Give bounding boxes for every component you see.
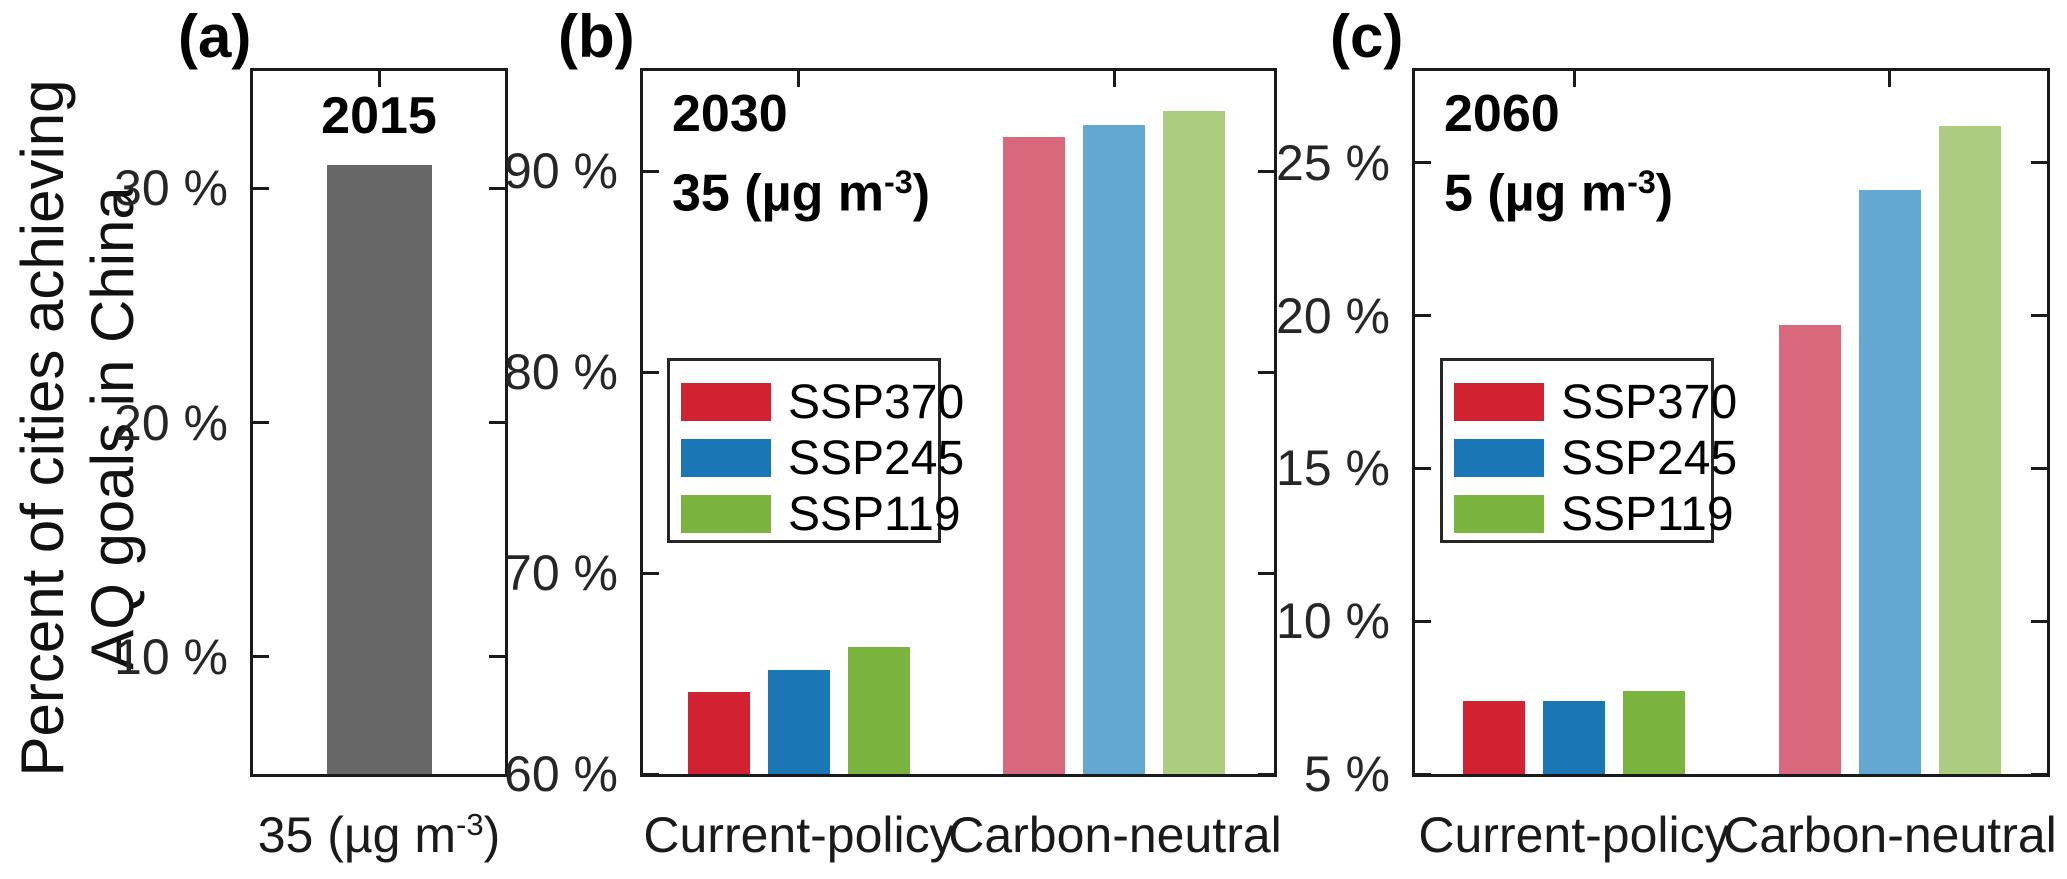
panel-c-annotation: 2060 5 (µg m-3) xyxy=(1444,80,1673,228)
tick-mark xyxy=(1258,571,1274,575)
legend-label-ssp245: SSP245 xyxy=(788,431,965,485)
tick-mark xyxy=(643,772,659,776)
legend-label-ssp245: SSP245 xyxy=(1561,431,1738,485)
y-tick-label: 20 % xyxy=(1276,287,1390,344)
legend-swatch-ssp119 xyxy=(1454,495,1544,533)
y-tick-label: 25 % xyxy=(1276,134,1390,191)
panel-c-annotation-year: 2060 xyxy=(1444,85,1560,143)
bar-SSP119-Carbon-neutral xyxy=(1163,111,1226,774)
panel-b-plot xyxy=(640,68,1277,777)
tick-mark xyxy=(643,169,659,173)
tick-mark xyxy=(1415,772,1431,776)
legend-label-ssp370: SSP370 xyxy=(1561,375,1738,429)
tick-mark xyxy=(2031,772,2047,776)
tick-mark xyxy=(1415,619,1431,623)
y-tick-label: 90 % xyxy=(504,143,618,200)
legend-row: SSP370 xyxy=(681,374,964,430)
tick-mark xyxy=(1415,314,1431,318)
bar-SSP370-Carbon-neutral xyxy=(1778,324,1841,774)
bar-SSP245-Current-policy xyxy=(767,669,830,774)
panel-b-annotation: 2030 35 (µg m-3) xyxy=(672,80,930,228)
tick-mark xyxy=(1415,466,1431,470)
panel-a-x-label: 35 (µg m-3) xyxy=(257,806,501,863)
bar-SSP245-Carbon-neutral xyxy=(1858,190,1921,774)
tick-mark xyxy=(1112,71,1116,87)
tick-mark xyxy=(797,71,801,87)
tick-mark xyxy=(253,655,269,659)
panel-a-year-label: 2015 xyxy=(321,87,437,145)
panel-b-label: (b) xyxy=(558,3,635,70)
panel-b-annotation-year: 2030 xyxy=(672,85,788,143)
legend-swatch-ssp370 xyxy=(1454,383,1544,421)
legend-panel-c: SSP370 SSP245 SSP119 xyxy=(1440,358,1737,543)
y-tick-label: 30 % xyxy=(114,160,228,217)
legend-swatch-ssp370 xyxy=(681,383,771,421)
tick-mark xyxy=(253,421,269,424)
y-tick-label: 15 % xyxy=(1276,440,1390,497)
bar-SSP119-Current-policy xyxy=(847,647,910,774)
legend-row: SSP370 xyxy=(1454,374,1737,430)
tick-mark xyxy=(2031,619,2047,623)
bar-SSP370-Carbon-neutral xyxy=(1003,137,1066,774)
panel-a-plot xyxy=(250,68,508,777)
bar-2015-35 (µg m⁻³) xyxy=(326,164,432,774)
tick-mark xyxy=(377,71,381,87)
panel-c-category-label-carbon-neutral: Carbon-neutral xyxy=(1723,807,2057,863)
tick-mark xyxy=(2031,466,2047,470)
legend-row: SSP119 xyxy=(681,486,961,542)
legend-row: SSP245 xyxy=(1454,430,1737,486)
y-tick-label: 10 % xyxy=(1276,593,1390,650)
bar-SSP245-Current-policy xyxy=(1543,700,1605,774)
tick-mark xyxy=(1258,370,1274,374)
tick-mark xyxy=(643,571,659,575)
bar-SSP370-Current-policy xyxy=(1463,700,1525,774)
legend-label-ssp119: SSP119 xyxy=(788,487,961,541)
panel-b-annotation-threshold: 35 (µg m-3) xyxy=(672,164,931,223)
panel-c-label: (c) xyxy=(1330,3,1404,70)
panel-b-category-label-current-policy: Current-policy xyxy=(643,807,955,863)
y-tick-label: 10 % xyxy=(114,628,228,685)
panel-a-label: (a) xyxy=(178,3,252,70)
tick-mark xyxy=(1415,161,1431,165)
tick-mark xyxy=(253,186,269,190)
panel-b-category-label-carbon-neutral: Carbon-neutral xyxy=(948,807,1282,863)
legend-panel-b: SSP370 SSP245 SSP119 xyxy=(667,358,964,543)
panel-c-annotation-threshold: 5 (µg m-3) xyxy=(1444,164,1674,223)
bar-SSP245-Carbon-neutral xyxy=(1083,125,1146,774)
legend-swatch-ssp119 xyxy=(681,495,771,533)
y-tick-label: 5 % xyxy=(1303,746,1390,802)
bar-SSP370-Current-policy xyxy=(687,691,750,774)
tick-mark xyxy=(1888,71,1892,87)
tick-mark xyxy=(489,421,505,424)
legend-swatch-ssp245 xyxy=(1454,439,1544,477)
legend-label-ssp119: SSP119 xyxy=(1561,487,1734,541)
panel-c-category-label-current-policy: Current-policy xyxy=(1418,807,1730,863)
y-tick-label: 70 % xyxy=(504,545,618,602)
legend-swatch-ssp245 xyxy=(681,439,771,477)
y-tick-label: 60 % xyxy=(504,746,618,802)
tick-mark xyxy=(2031,161,2047,165)
tick-mark xyxy=(489,186,505,190)
legend-row: SSP119 xyxy=(1454,486,1734,542)
bar-SSP119-Carbon-neutral xyxy=(1938,126,2001,774)
tick-mark xyxy=(1572,71,1576,87)
y-tick-label: 20 % xyxy=(114,394,228,451)
tick-mark xyxy=(643,370,659,374)
bar-SSP119-Current-policy xyxy=(1623,691,1685,774)
tick-mark xyxy=(1258,772,1274,776)
legend-label-ssp370: SSP370 xyxy=(788,375,965,429)
y-tick-label: 80 % xyxy=(504,344,618,401)
tick-mark xyxy=(1258,169,1274,173)
legend-row: SSP245 xyxy=(681,430,964,486)
tick-mark xyxy=(2031,314,2047,318)
tick-mark xyxy=(489,655,505,659)
